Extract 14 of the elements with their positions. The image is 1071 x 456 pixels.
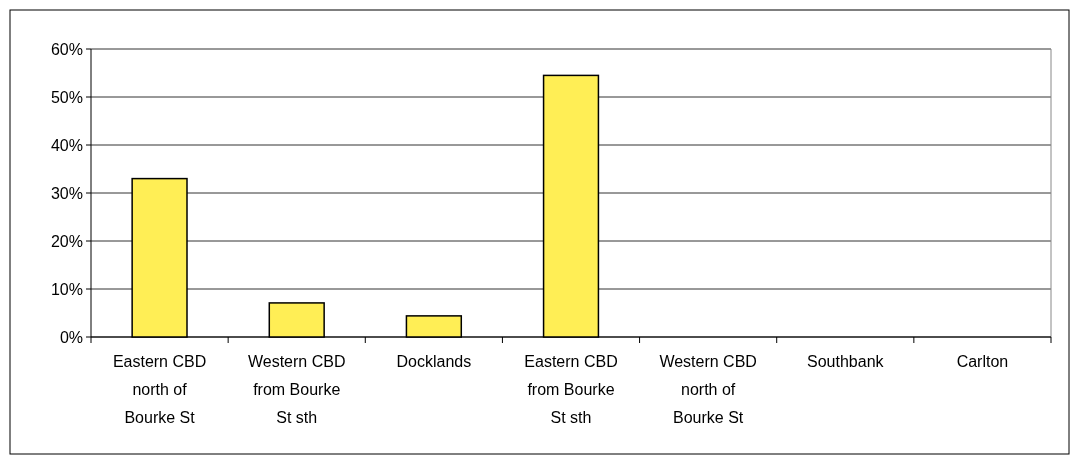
x-tick-label: Southbank xyxy=(807,353,885,370)
x-tick-label: Eastern CBD north of Bourke St xyxy=(112,353,207,426)
y-tick-label: 60% xyxy=(50,40,83,58)
y-tick-label: 50% xyxy=(50,88,83,106)
x-tick-label: Eastern CBD from Bourke St sth xyxy=(524,353,618,426)
x-tick-label: Western CBD north of Bourke St xyxy=(659,353,757,426)
x-tick-label: Carlton xyxy=(956,353,1009,370)
x-tick-label: Docklands xyxy=(396,353,472,370)
x-tick-label: Western CBD from Bourke St sth xyxy=(247,353,346,426)
y-tick-label: 40% xyxy=(50,136,83,154)
y-tick-label: 30% xyxy=(50,184,83,202)
y-tick-label: 20% xyxy=(50,232,83,250)
y-tick-label: 0% xyxy=(59,328,83,346)
y-tick-label: 10% xyxy=(50,280,83,298)
